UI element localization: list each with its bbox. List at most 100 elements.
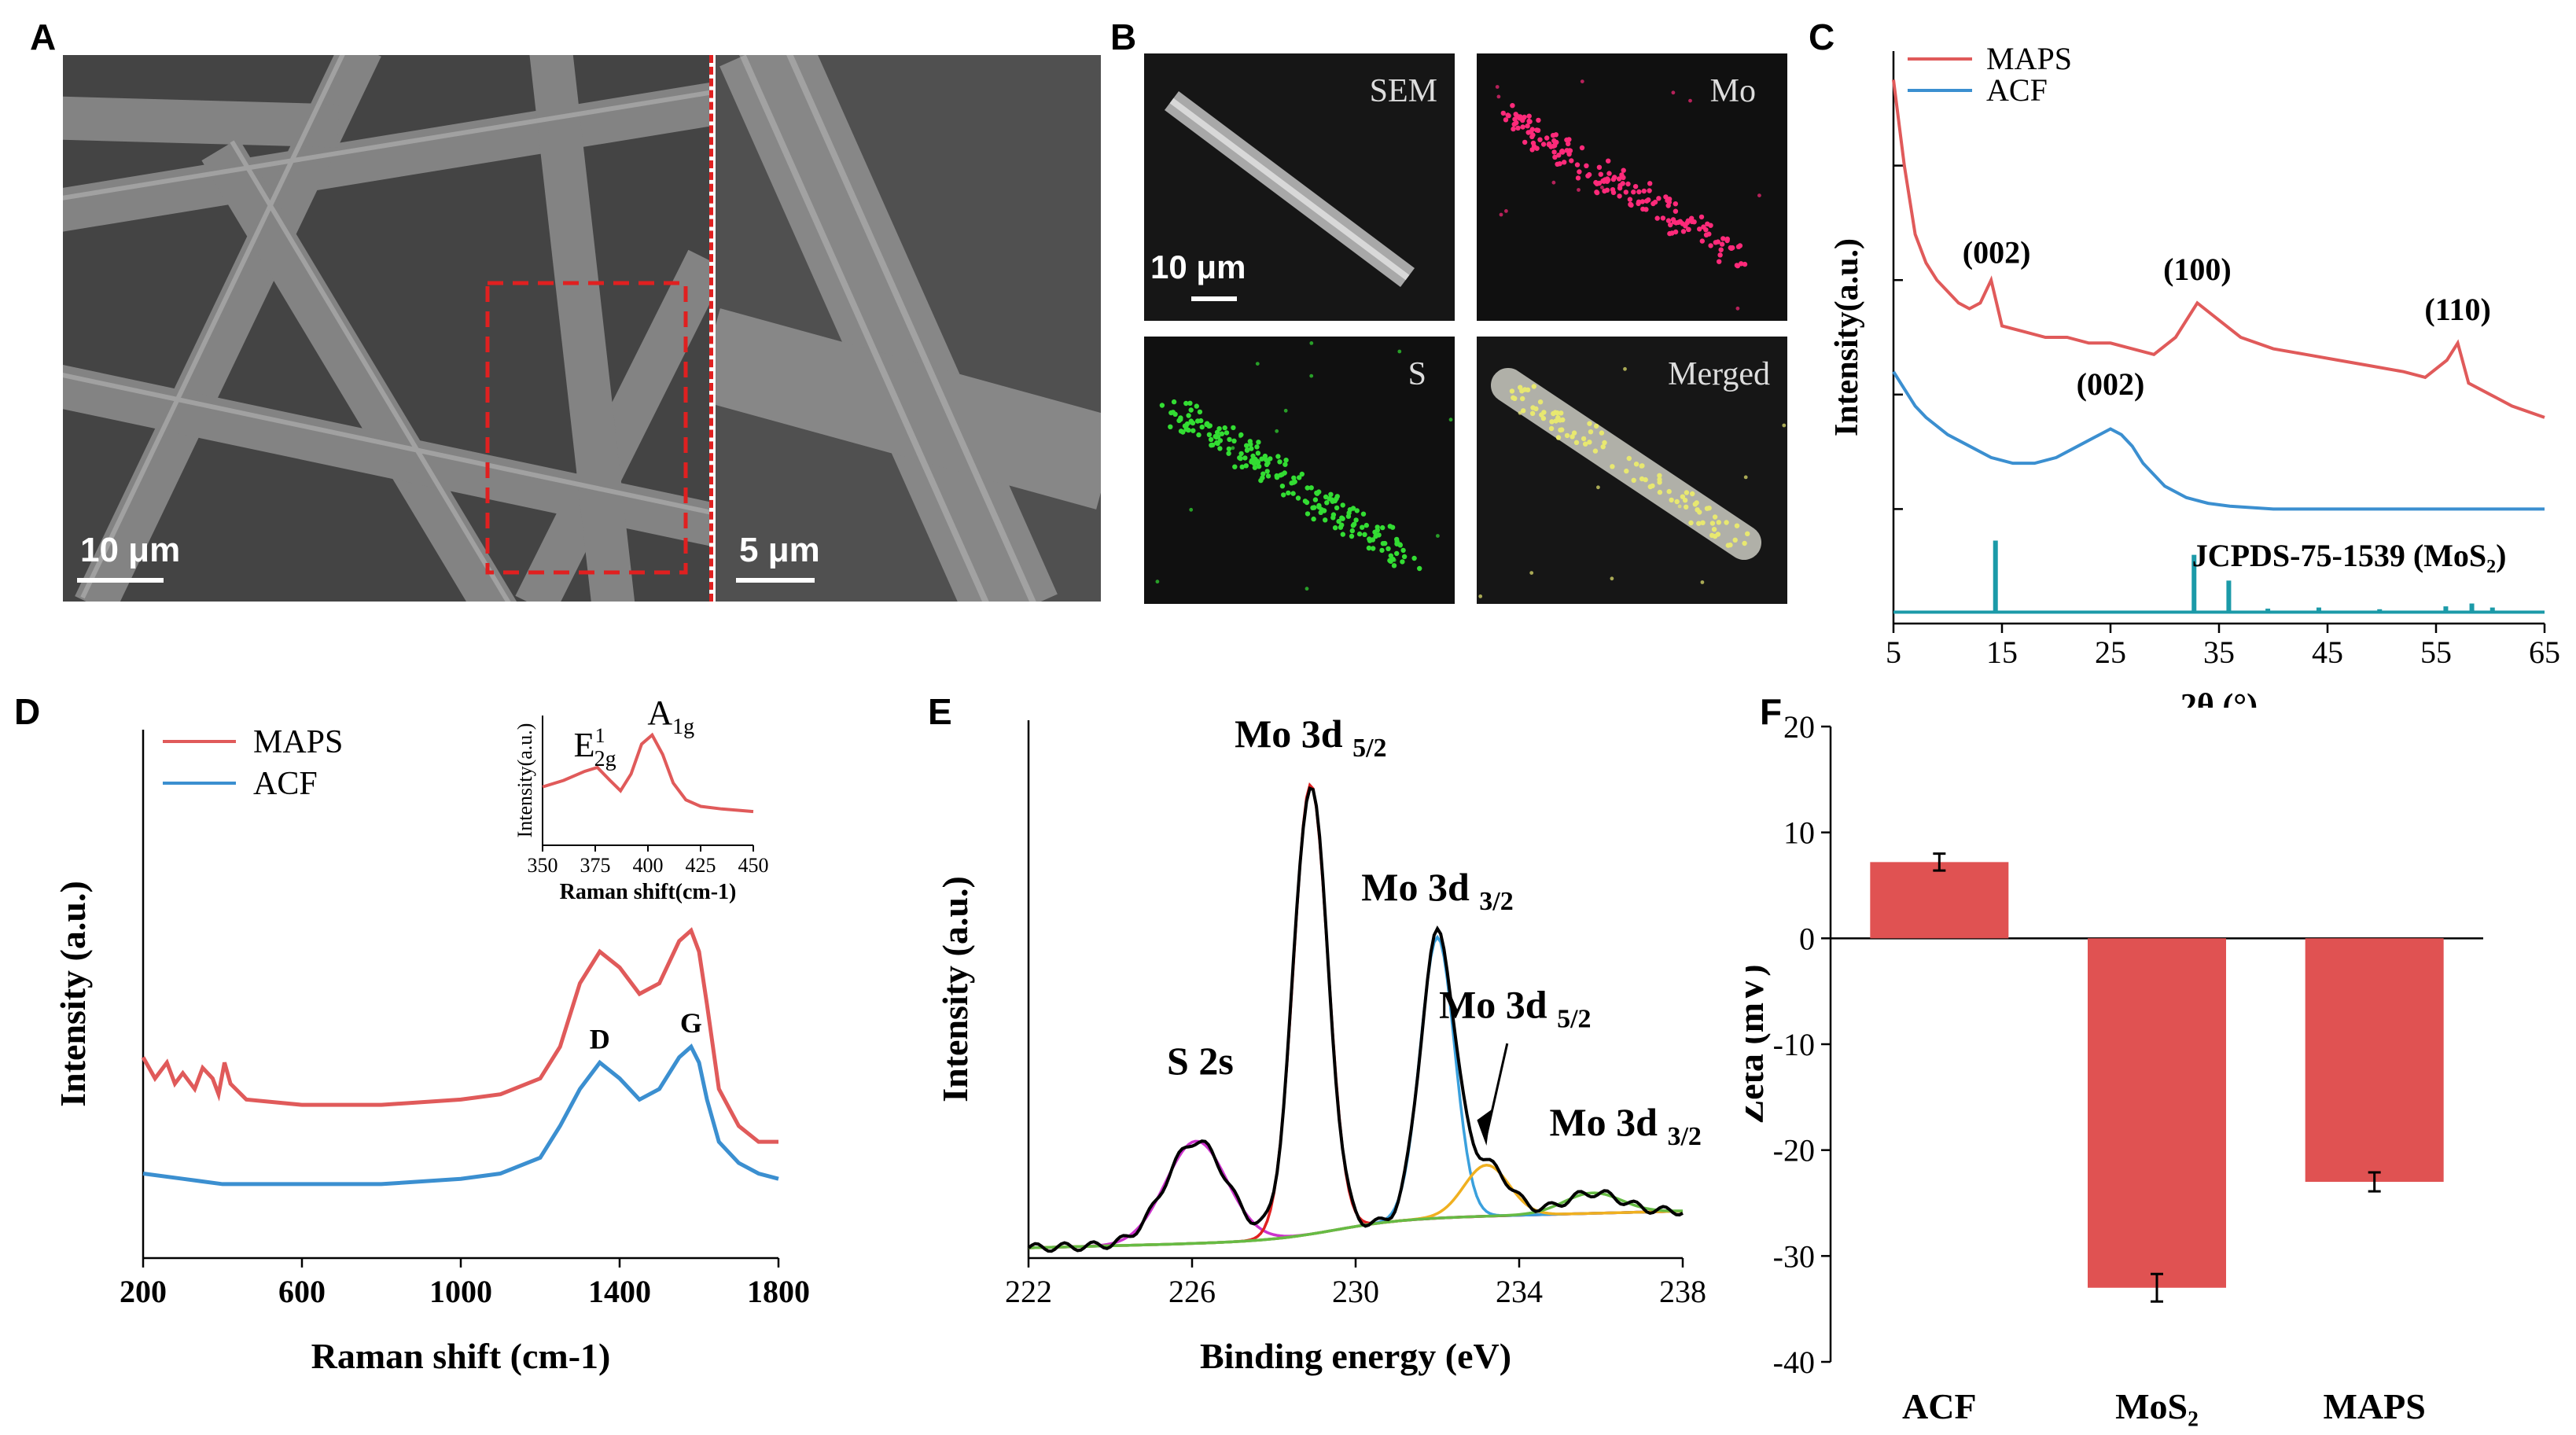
category-label: MAPS (2324, 1386, 2426, 1426)
eds-label-mo: Mo (1709, 73, 1756, 109)
x-tick-label: 600 (278, 1274, 326, 1309)
eds-dot (1448, 418, 1453, 422)
eds-dot (1559, 427, 1565, 432)
eds-dot (1552, 154, 1558, 160)
eds-dot (1692, 502, 1698, 507)
eds-dot (1600, 444, 1606, 450)
eds-dot (1712, 514, 1718, 520)
eds-dot (1569, 158, 1574, 164)
inset-peak-label: E1 2g (574, 724, 616, 771)
eds-dot (1380, 541, 1386, 546)
inset-x-tick-label: 375 (580, 854, 611, 877)
x-tick-label: 35 (2203, 635, 2235, 670)
eds-dot (1282, 462, 1288, 467)
eds-dot (1328, 491, 1334, 497)
eds-dot (1387, 557, 1393, 564)
annotation-arrowhead (1477, 1109, 1492, 1146)
eds-dot (1583, 441, 1588, 447)
panel-letter-d: D (14, 691, 41, 732)
eds-dot (1345, 513, 1352, 519)
eds-dot (1639, 476, 1645, 482)
eds-dot (1724, 237, 1730, 244)
eds-dot (1688, 520, 1694, 526)
eds-label-s: S (1408, 356, 1426, 392)
peak-label: Mo 3d 3/2 (1549, 1100, 1701, 1151)
eds-dot (1316, 504, 1322, 510)
eds-dot (1580, 79, 1584, 83)
eds-dot (1520, 396, 1525, 402)
eds-dot (1500, 110, 1506, 116)
eds-dot (1189, 507, 1194, 512)
x-tick-label: 15 (1986, 635, 2018, 670)
eds-dot (1724, 520, 1729, 525)
eds-dot (1712, 533, 1718, 539)
eds-dot (1314, 491, 1320, 496)
eds-dot (1299, 471, 1305, 477)
y-axis-title: Intensity (a.u.) (53, 881, 93, 1107)
eds-dot (1389, 524, 1396, 530)
eds-dot (1555, 435, 1562, 440)
eds-dot (1495, 85, 1500, 89)
eds-dot (1197, 409, 1203, 415)
eds-dot (1757, 193, 1761, 198)
eds-dot (1596, 180, 1603, 186)
eds-dot (1717, 259, 1722, 264)
inset-x-tick-label: 400 (633, 854, 664, 877)
eds-dot (1258, 477, 1264, 484)
eds-merged-map (1477, 337, 1787, 604)
eds-dot (1534, 145, 1540, 151)
peak-label: S 2s (1167, 1039, 1234, 1083)
eds-dot (1219, 431, 1225, 436)
eds-dot (1400, 547, 1406, 554)
eds-dot (1601, 178, 1606, 184)
eds-dot (1238, 434, 1242, 439)
eds-dot (1579, 145, 1585, 151)
eds-dot (1530, 405, 1536, 410)
eds-dot (1279, 484, 1286, 489)
eds-dot (1715, 239, 1720, 245)
eds-dot (1178, 429, 1184, 434)
eds-dot (1222, 425, 1227, 431)
eds-dot (1262, 453, 1268, 459)
eds-dot (1688, 98, 1692, 103)
xrd-chart: 5 15 25 35 45 55 65 2θ (°) Intensity(a.u.) MAPSAC… (1829, 41, 2560, 708)
eds-dot (1265, 460, 1271, 465)
eds-dot (1531, 384, 1536, 389)
eds-dot (1525, 123, 1530, 129)
eds-dot (1295, 495, 1301, 501)
eds-dot (1657, 489, 1663, 495)
eds-dot (1743, 475, 1748, 480)
x-tick-label: 25 (2095, 635, 2126, 670)
eds-dot (1544, 135, 1550, 141)
eds-dot (1208, 436, 1214, 443)
eds-dot (1312, 497, 1319, 502)
eds-dot (1394, 536, 1400, 543)
eds-dot (1600, 186, 1604, 189)
eds-dot (1639, 199, 1646, 204)
eds-dot (1610, 176, 1617, 182)
eds-dot (1529, 410, 1536, 416)
eds-dot (1522, 139, 1528, 145)
eds-dot (1386, 546, 1391, 551)
eds-dot (1616, 176, 1622, 182)
x-tick-label: 65 (2529, 635, 2560, 670)
zeta-chart: -40 -30 -20 -10 0 10 20 Zeta (mV) ACF MoS₂ MAPS (1746, 709, 2483, 1426)
eds-dot (1275, 454, 1281, 459)
panel-letter-b: B (1110, 17, 1137, 57)
eds-dot (1588, 429, 1594, 435)
eds-dot (1199, 424, 1205, 430)
series-line-acf (142, 1043, 779, 1187)
bar-0 (1870, 862, 2009, 939)
eds-dot (1577, 188, 1581, 192)
category-label: ACF (1902, 1386, 1977, 1426)
eds-dot (1706, 506, 1712, 511)
eds-label-sem: SEM (1369, 73, 1437, 109)
peak-label: Mo 3d 5/2 (1439, 983, 1591, 1034)
eds-dot (1558, 410, 1564, 416)
y-axis-title: Intensity(a.u.) (1829, 238, 1865, 436)
eds-dot (1232, 464, 1238, 469)
eds-dot (1397, 542, 1403, 547)
series-line-envelope (1027, 786, 1684, 1253)
eds-dot (1255, 362, 1260, 366)
eds-dot (1237, 455, 1242, 461)
